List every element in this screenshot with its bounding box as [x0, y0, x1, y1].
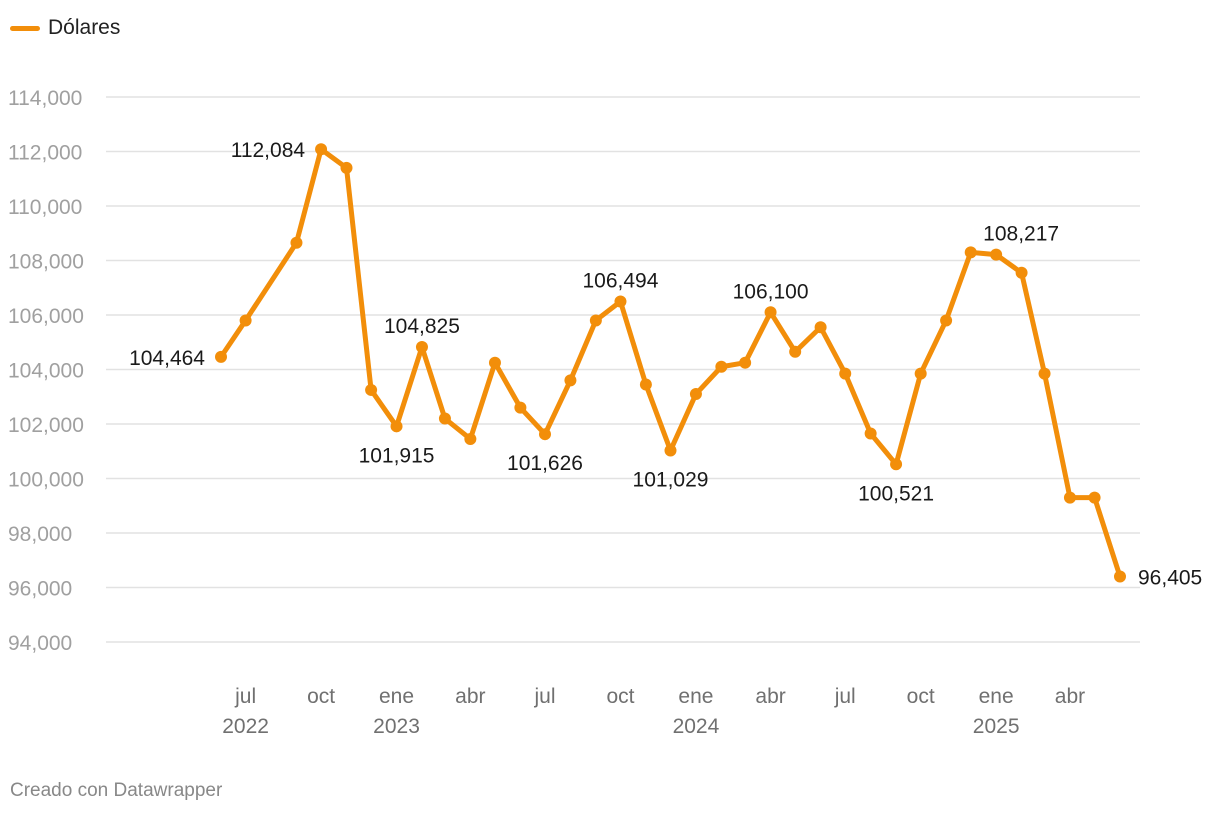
data-point	[415, 341, 428, 354]
data-point	[1015, 266, 1028, 279]
data-label: 106,100	[733, 280, 809, 303]
chart-legend: Dólares	[10, 16, 120, 40]
y-tick-label: 104,000	[8, 360, 84, 383]
y-tick-label: 110,000	[8, 196, 82, 219]
y-tick-label: 114,000	[8, 87, 82, 110]
data-point	[789, 345, 802, 358]
data-point	[990, 248, 1003, 261]
x-tick-label: ene	[979, 685, 1014, 708]
line-chart: 94,000 96,000 98,000 100,000 102,000 104,000 1…	[8, 87, 1202, 738]
data-labels: 104,464 112,084 101,915 104,825 101,626 106,4…	[129, 139, 1202, 589]
x-tick-label: ene	[379, 685, 414, 708]
data-point	[914, 367, 927, 380]
y-tick-label: 108,000	[8, 251, 84, 274]
grid-lines	[106, 96, 1140, 643]
data-point	[1088, 491, 1101, 504]
x-tick-label: abr	[455, 685, 485, 708]
y-tick-label: 98,000	[8, 523, 72, 546]
data-point	[215, 350, 227, 363]
x-tick-label: ene	[678, 685, 713, 708]
y-tick-label: 112,000	[8, 142, 82, 165]
data-point	[464, 432, 477, 445]
data-label: 101,626	[507, 452, 583, 475]
x-tick-label: jul	[234, 685, 256, 708]
data-point	[689, 388, 702, 401]
data-point	[664, 444, 677, 457]
data-point	[1038, 367, 1051, 380]
x-tick-label: oct	[606, 685, 634, 708]
x-tick-year: 2025	[973, 715, 1020, 738]
y-tick-label: 106,000	[8, 305, 84, 328]
y-axis: 94,000 96,000 98,000 100,000 102,000 104,000 1…	[8, 87, 84, 655]
data-point	[488, 356, 501, 369]
data-label: 104,825	[384, 315, 460, 338]
data-point	[864, 427, 877, 440]
data-point	[739, 356, 752, 369]
data-point	[940, 314, 953, 327]
data-point	[964, 246, 977, 259]
data-point	[589, 314, 602, 327]
data-point	[814, 321, 827, 334]
data-point	[315, 143, 328, 156]
data-label: 104,464	[129, 347, 205, 370]
data-label: 101,915	[359, 444, 435, 467]
x-tick-label: abr	[755, 685, 785, 708]
x-tick-label: abr	[1055, 685, 1085, 708]
x-tick-label: jul	[533, 685, 555, 708]
y-tick-label: 96,000	[8, 578, 72, 601]
data-label: 100,521	[858, 482, 934, 505]
data-point	[764, 306, 777, 319]
x-tick-year: 2023	[373, 715, 420, 738]
data-point	[715, 360, 728, 373]
data-label: 106,494	[583, 270, 659, 293]
y-tick-label: 100,000	[8, 469, 84, 492]
data-point	[890, 458, 903, 471]
y-tick-label: 94,000	[8, 632, 72, 655]
data-point	[365, 383, 378, 396]
series-line	[218, 146, 1123, 579]
data-point	[390, 420, 403, 433]
data-label: 101,029	[633, 468, 709, 491]
data-point	[839, 367, 852, 380]
x-tick-year: 2024	[673, 715, 720, 738]
data-point	[539, 428, 552, 441]
data-point	[1063, 491, 1076, 504]
data-point	[1114, 570, 1126, 583]
data-label: 108,217	[983, 223, 1059, 246]
data-label: 96,405	[1138, 566, 1202, 589]
data-point	[340, 161, 353, 174]
legend-swatch	[10, 25, 40, 31]
x-tick-label: oct	[907, 685, 935, 708]
footer-credit: Creado con Datawrapper	[10, 780, 223, 801]
data-point	[239, 314, 252, 327]
x-tick-label: jul	[834, 685, 856, 708]
data-label: 112,084	[231, 139, 306, 162]
data-point	[438, 412, 451, 425]
data-point	[514, 401, 527, 414]
y-tick-label: 102,000	[8, 414, 84, 437]
data-point	[639, 378, 652, 391]
x-axis: jul 2022 oct ene 2023 abr jul oct ene 2024 abr jul o…	[222, 685, 1085, 738]
x-tick-year: 2022	[222, 715, 269, 738]
data-point	[290, 236, 303, 249]
legend-label: Dólares	[48, 16, 121, 39]
data-point	[614, 295, 627, 308]
x-tick-label: oct	[307, 685, 335, 708]
series-dolares	[215, 143, 1126, 583]
data-point	[564, 374, 577, 387]
